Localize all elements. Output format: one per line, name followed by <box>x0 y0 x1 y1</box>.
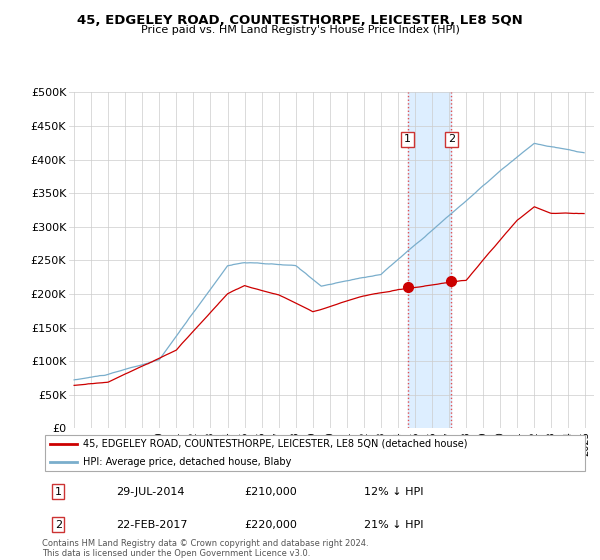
Text: 21% ↓ HPI: 21% ↓ HPI <box>364 520 424 530</box>
Text: 1: 1 <box>55 487 62 497</box>
Text: Contains HM Land Registry data © Crown copyright and database right 2024.
This d: Contains HM Land Registry data © Crown c… <box>42 539 368 558</box>
Text: 2: 2 <box>55 520 62 530</box>
Bar <box>407 92 451 428</box>
Text: £220,000: £220,000 <box>244 520 297 530</box>
Text: 12% ↓ HPI: 12% ↓ HPI <box>364 487 424 497</box>
Text: 1: 1 <box>404 134 411 144</box>
FancyBboxPatch shape <box>45 435 585 471</box>
Text: 45, EDGELEY ROAD, COUNTESTHORPE, LEICESTER, LE8 5QN (detached house): 45, EDGELEY ROAD, COUNTESTHORPE, LEICEST… <box>83 439 467 449</box>
Text: 29-JUL-2014: 29-JUL-2014 <box>116 487 184 497</box>
Text: Price paid vs. HM Land Registry's House Price Index (HPI): Price paid vs. HM Land Registry's House … <box>140 25 460 35</box>
Text: 22-FEB-2017: 22-FEB-2017 <box>116 520 187 530</box>
Text: 45, EDGELEY ROAD, COUNTESTHORPE, LEICESTER, LE8 5QN: 45, EDGELEY ROAD, COUNTESTHORPE, LEICEST… <box>77 14 523 27</box>
Text: 2: 2 <box>448 134 455 144</box>
Text: £210,000: £210,000 <box>244 487 297 497</box>
Text: HPI: Average price, detached house, Blaby: HPI: Average price, detached house, Blab… <box>83 458 292 467</box>
